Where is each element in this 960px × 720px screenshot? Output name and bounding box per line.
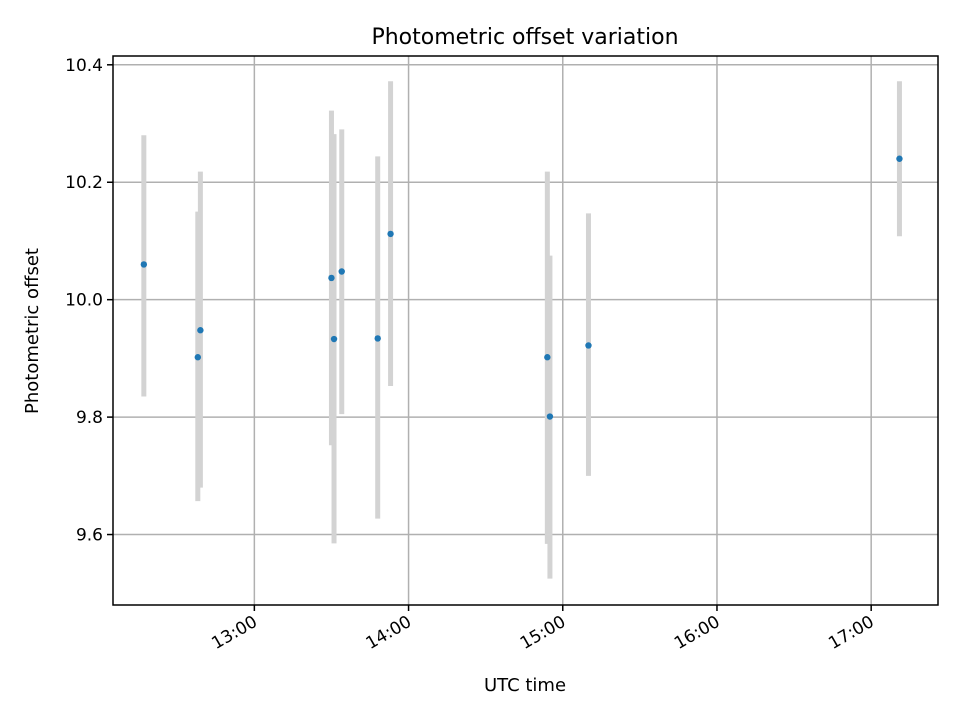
x-tick-label: 15:00	[517, 612, 569, 654]
grid-layer	[113, 56, 938, 605]
data-point	[544, 354, 551, 361]
y-axis-label: Photometric offset	[22, 248, 43, 414]
y-tick-label: 10.4	[65, 56, 103, 76]
y-tick-label: 9.8	[76, 408, 103, 428]
x-axis-label: UTC time	[484, 675, 566, 696]
data-point	[338, 268, 345, 275]
y-tick-label: 10.0	[65, 291, 103, 311]
data-point	[896, 155, 903, 162]
x-tick-label: 13:00	[208, 612, 260, 654]
chart-title: Photometric offset variation	[371, 25, 678, 50]
point-layer	[140, 155, 903, 420]
data-point	[374, 335, 381, 342]
data-point	[197, 327, 204, 334]
data-point	[194, 354, 202, 361]
data-point	[585, 342, 592, 349]
data-point	[387, 230, 394, 238]
data-point	[330, 335, 338, 343]
data-point	[546, 413, 554, 420]
y-tick-label: 10.2	[65, 173, 103, 193]
y-tick-label: 9.6	[76, 526, 103, 546]
x-tick-label: 17:00	[825, 612, 877, 654]
data-point	[328, 274, 335, 282]
x-tick-label: 14:00	[363, 612, 415, 654]
errorbar-layer	[141, 81, 902, 579]
plot-frame	[112, 55, 939, 606]
x-tick-label: 16:00	[671, 612, 723, 654]
tick-layer: 13:00 14:00 15:00 16:00 17:00 9.6 9.8 10.0 10.2 1…	[65, 56, 878, 654]
data-point	[140, 261, 148, 268]
